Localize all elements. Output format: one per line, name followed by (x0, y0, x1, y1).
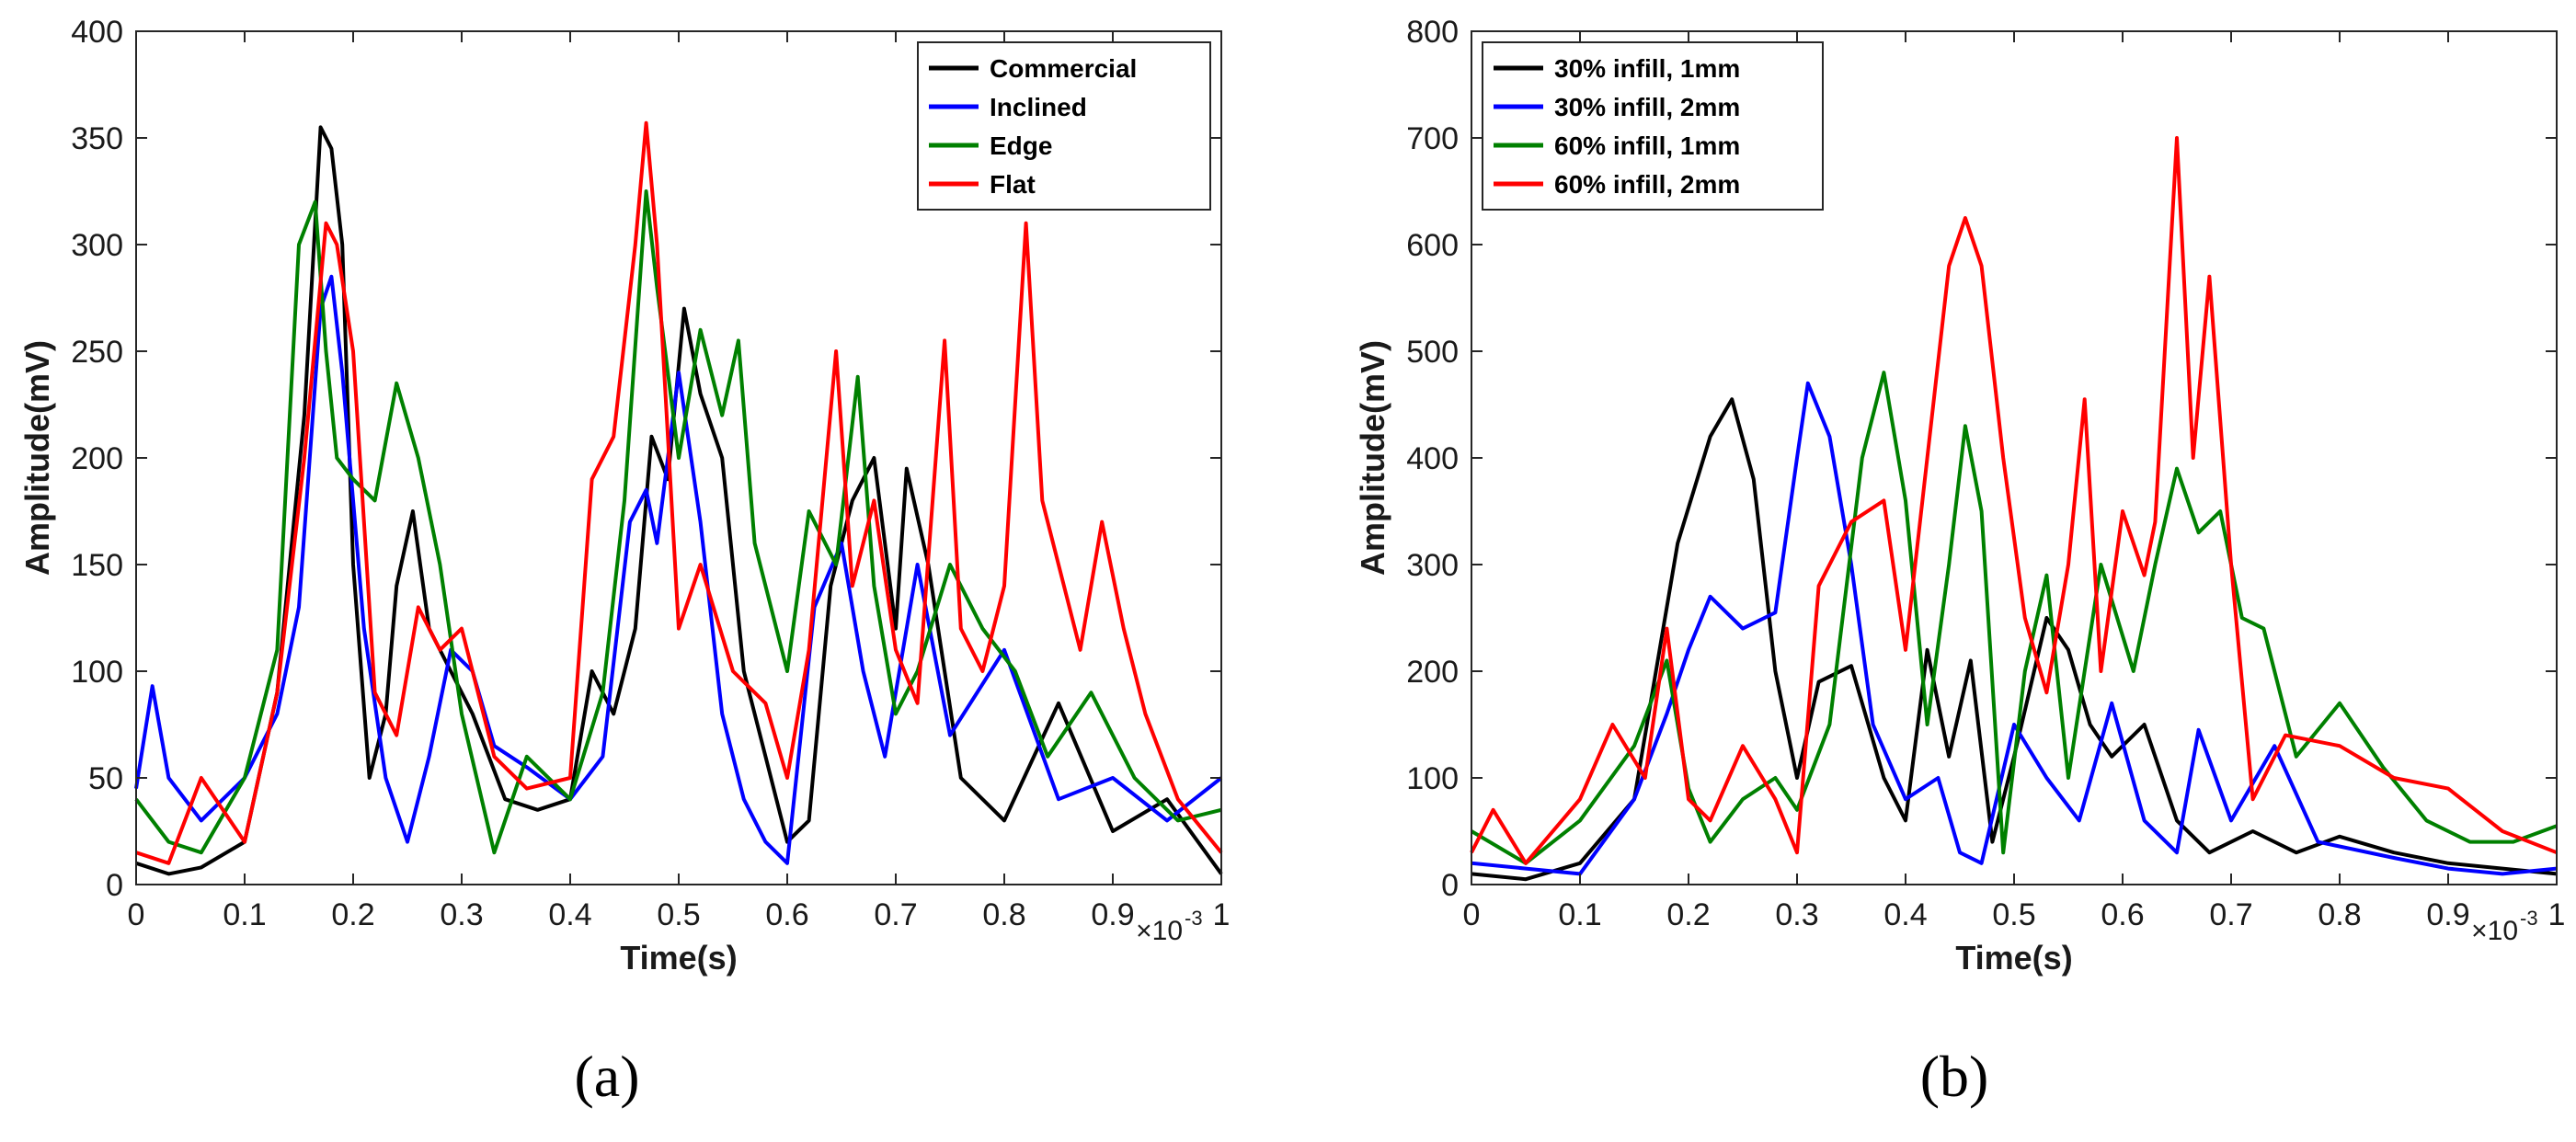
legend-entry-3: 60% infill, 1mm (1554, 131, 1740, 160)
series-line-4 (1470, 136, 2558, 865)
y-tick-label: 250 (71, 335, 123, 370)
y-tick-label: 0 (1441, 868, 1459, 903)
y-tick-label: 600 (1406, 228, 1459, 263)
x-tick-label: 1 (1213, 897, 1231, 932)
x-exponent-label: ×10 (1136, 916, 1183, 946)
series-line-2 (1471, 381, 2558, 876)
x-tick-label: 0.2 (1666, 897, 1710, 932)
chart-a: 0 0.1 0.2 0.3 0.4 0.5 0.6 0.7 0.8 0.9 1 0 50 100 150 20… (18, 15, 1230, 976)
legend-entry-4: Flat (990, 170, 1036, 199)
x-tick-label: 0.8 (982, 897, 1025, 932)
x-exponent-power: -3 (1185, 907, 1203, 930)
y-tick-label: 400 (71, 15, 123, 50)
legend-entry-4: 60% infill, 2mm (1554, 170, 1740, 199)
y-axis-title: Amplitude(mV) (1354, 340, 1391, 576)
series-line-3 (1470, 371, 2558, 865)
x-tick-label: 0 (1463, 897, 1481, 932)
x-tick-label: 0.2 (331, 897, 374, 932)
x-exponent-label: ×10 (2471, 916, 2518, 946)
x-axis-title: Time(s) (1955, 939, 2072, 976)
y-tick-label: 800 (1406, 15, 1459, 50)
legend-entry-2: Inclined (990, 93, 1087, 121)
x-tick-label: 0.8 (2318, 897, 2361, 932)
y-axis-title: Amplitude(mV) (18, 340, 56, 576)
y-tick-label: 0 (106, 868, 123, 903)
x-tick-label: 0.7 (874, 897, 917, 932)
panel-label-a: (a) (574, 1044, 639, 1109)
legend-entry-2: 30% infill, 2mm (1554, 93, 1740, 121)
x-tick-label: 0.3 (1775, 897, 1818, 932)
x-tick-label: 0 (128, 897, 145, 932)
legend-entry-3: Edge (990, 131, 1052, 160)
x-tick-label: 0.4 (548, 897, 591, 932)
x-tick-label: 0.5 (1992, 897, 2035, 932)
series-line-1 (1471, 397, 2558, 882)
y-tick-label: 200 (1406, 655, 1459, 690)
x-tick-label: 0.6 (2101, 897, 2144, 932)
y-tick-label: 400 (1406, 441, 1459, 476)
x-axis-title: Time(s) (620, 939, 737, 976)
y-tick-label: 100 (1406, 761, 1459, 796)
y-tick-label: 700 (1406, 121, 1459, 156)
x-tick-label: 0.6 (765, 897, 808, 932)
x-tick-label: 0.1 (1558, 897, 1601, 932)
chart-b: 0 0.1 0.2 0.3 0.4 0.5 0.6 0.7 0.8 0.9 1 0 100 200 300 4… (1354, 15, 2565, 976)
y-tick-label: 200 (71, 441, 123, 476)
y-tick-label: 350 (71, 121, 123, 156)
legend: 30% infill, 1mm 30% infill, 2mm 60% infill… (1482, 41, 1824, 211)
legend-entry-1: Commercial (990, 54, 1137, 83)
y-tick-label: 300 (71, 228, 123, 263)
x-tick-label: 0.1 (223, 897, 266, 932)
x-tick-label: 0.9 (1091, 897, 1134, 932)
x-tick-label: 1 (2548, 897, 2566, 932)
y-tick-label: 300 (1406, 548, 1459, 583)
x-exponent-power: -3 (2520, 907, 2538, 930)
panel-label-b: (b) (1920, 1044, 1989, 1109)
x-tick-label: 0.4 (1883, 897, 1927, 932)
y-tick-label: 500 (1406, 335, 1459, 370)
x-tick-label: 0.7 (2209, 897, 2252, 932)
series-line-3 (134, 189, 1222, 855)
y-tick-label: 50 (88, 761, 123, 796)
series-line-1 (135, 125, 1223, 876)
legend: Commercial Inclined Edge Flat (917, 41, 1211, 211)
y-tick-label: 100 (71, 655, 123, 690)
legend-entry-1: 30% infill, 1mm (1554, 54, 1740, 83)
y-tick-label: 150 (71, 548, 123, 583)
x-tick-label: 0.5 (657, 897, 700, 932)
x-tick-label: 0.3 (440, 897, 483, 932)
x-tick-label: 0.9 (2426, 897, 2469, 932)
series-line-4 (135, 120, 1223, 865)
